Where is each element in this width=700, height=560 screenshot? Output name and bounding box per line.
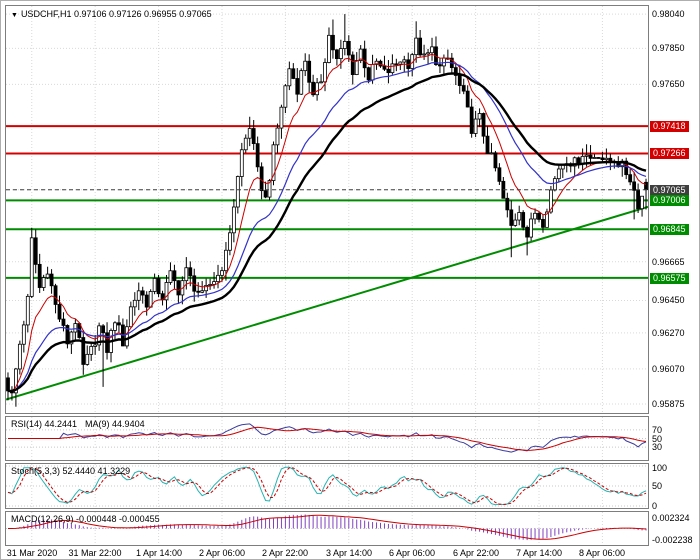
rsi-level-label: 30 [652,442,663,452]
stoch-k-line [7,466,647,506]
rsi-ma-line [8,426,647,451]
macd-header: MACD(12,26,9) -0.000448 -0.000455 [11,514,160,524]
support-price-badge: 0.97006 [650,195,689,206]
time-axis-label: 6 Apr 06:00 [388,548,436,558]
price-axis-label: 0.96450 [652,295,685,305]
time-axis-label: 3 Apr 14:00 [325,548,373,558]
trendline [6,205,648,401]
rsi-label: RSI(14) 44.2441 [11,419,78,429]
levels-layer [6,125,648,279]
time-axis-label: 6 Apr 22:00 [452,548,500,558]
time-axis-label: 2 Apr 22:00 [261,548,309,558]
resistance-price-badge: 0.97266 [650,148,689,159]
macd-label: MACD(12,26,9) -0.000448 -0.000455 [11,514,160,524]
rsi-level-label: 50 [652,434,663,444]
current-price-badge: 0.97065 [650,185,689,196]
symbol-timeframe-label: USDCHF,H1 [20,9,72,19]
rsi-canvas [6,417,648,460]
support-price-badge: 0.96575 [650,273,689,284]
candles-layer [6,14,648,407]
moving-averages-layer [7,53,647,393]
time-axis-label: 31 Mar 2020 [6,548,58,558]
rsi-indicator-panel[interactable]: RSI(14) 44.2441 MA(9) 44.9404 [5,416,649,461]
price-axis-label: 0.96070 [652,364,685,374]
stochastic-label: Stoch(5,3,3) 52.4440 41.3229 [11,466,131,476]
main-price-chart[interactable]: ▼ USDCHF,H1 0.97106 0.97126 0.96955 0.970… [5,5,649,414]
stoch-level-label: 50 [652,481,663,491]
time-axis-label: 7 Apr 14:00 [515,548,563,558]
resistance-price-badge: 0.97418 [650,121,689,132]
macd-canvas [6,512,648,545]
rsi-level-label: 70 [652,425,663,435]
price-axis-label: 0.96270 [652,328,685,338]
stoch-level-label: 100 [652,463,668,473]
rsi-line [8,423,647,453]
stochastic-header: Stoch(5,3,3) 52.4440 41.3229 [11,466,130,476]
macd-indicator-panel[interactable]: MACD(12,26,9) -0.000448 -0.000455 [5,511,649,546]
price-axis-label: 0.98040 [652,9,685,19]
macd-scale-min-label: -0.002238 [652,535,693,545]
price-axis-label: 0.96665 [652,257,685,267]
macd-signal-line [8,514,647,540]
macd-scale-max-label: 0.002324 [652,513,690,523]
stoch-level-label: 0 [652,501,658,511]
stochastic-canvas [6,464,648,508]
stochastic-indicator-panel[interactable]: Stoch(5,3,3) 52.4440 41.3229 [5,463,649,509]
candlestick-canvas [6,6,648,413]
time-axis-label: 31 Mar 22:00 [68,548,122,558]
time-axis-label: 8 Apr 06:00 [578,548,626,558]
ohlc-values: 0.97106 0.97126 0.96955 0.97065 [73,9,212,19]
symbol-dropdown-icon[interactable]: ▼ [11,12,18,19]
support-price-badge: 0.96845 [650,224,689,235]
chart-title: ▼ USDCHF,H1 0.97106 0.97126 0.96955 0.970… [11,9,212,19]
price-axis-label: 0.95875 [652,399,685,409]
time-axis-label: 1 Apr 14:00 [135,548,183,558]
price-axis-label: 0.97850 [652,43,685,53]
rsi-ma-label: MA(9) 44.9404 [85,419,145,429]
time-axis-label: 2 Apr 06:00 [198,548,246,558]
rsi-header: RSI(14) 44.2441 MA(9) 44.9404 [11,419,145,429]
stoch-d-line [7,467,647,505]
price-axis-label: 0.97650 [652,79,685,89]
